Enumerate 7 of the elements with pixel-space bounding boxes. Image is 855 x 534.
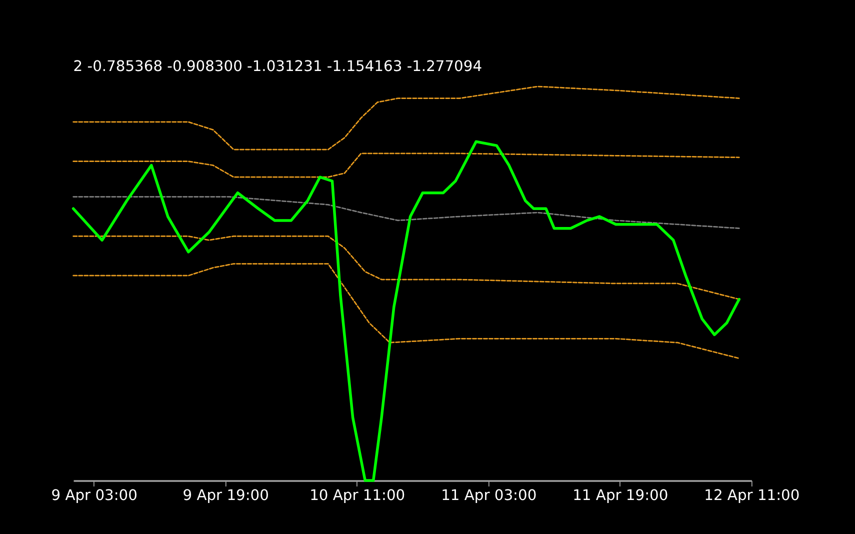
text: 2 -0.785368 -0.908300 -1.031231 -1.154163 -1.277094 — [73, 58, 482, 75]
x-tick-label: 9 Apr 03:00 — [51, 487, 138, 504]
x-tick-label: 12 Apr 11:00 — [704, 487, 800, 504]
x-tick-label: 9 Apr 19:00 — [182, 487, 269, 504]
x-tick-label: 11 Apr 03:00 — [441, 487, 537, 504]
x-tick-label: 11 Apr 19:00 — [572, 487, 668, 504]
x-tick-label: 10 Apr 11:00 — [310, 487, 406, 504]
